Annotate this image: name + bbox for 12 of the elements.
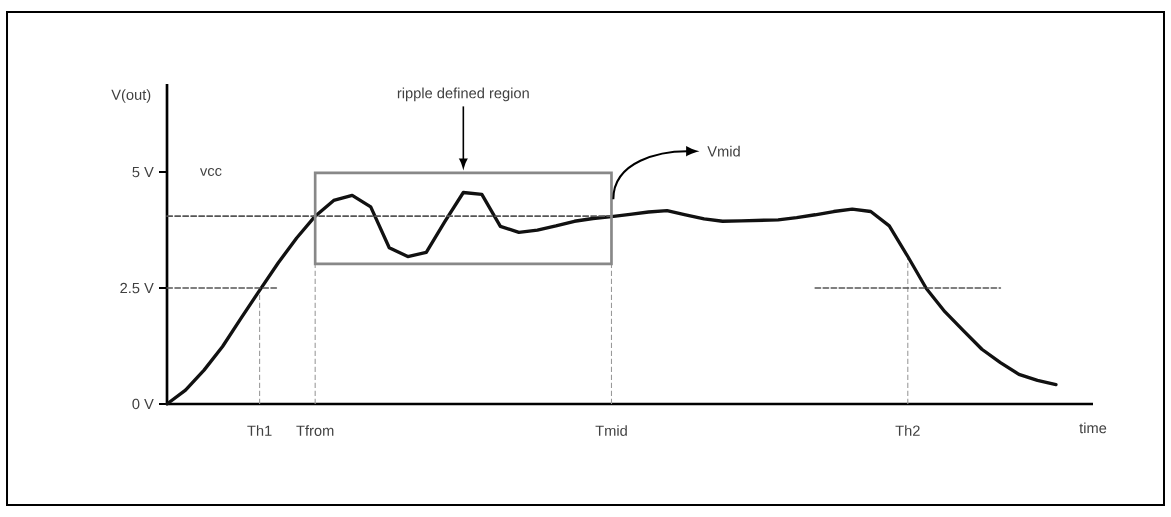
annotation: vcc: [199, 167, 222, 177]
x-axis-title: time: [1079, 422, 1107, 434]
x-tick-label: Th2: [895, 425, 920, 436]
y-tick-label: 2.5 V: [120, 282, 154, 294]
y-tick-label: 0 V: [132, 398, 154, 410]
annotation: ripple defined region: [397, 87, 529, 102]
x-tick-label: Tmid: [595, 425, 627, 436]
annotation: Vmid: [707, 145, 740, 157]
y-tick-label: 5 V: [132, 167, 154, 178]
x-tick-label: Tfrom: [296, 425, 334, 436]
y-axis-title: V(out): [111, 89, 151, 103]
x-tick-label: Th1: [247, 425, 272, 436]
